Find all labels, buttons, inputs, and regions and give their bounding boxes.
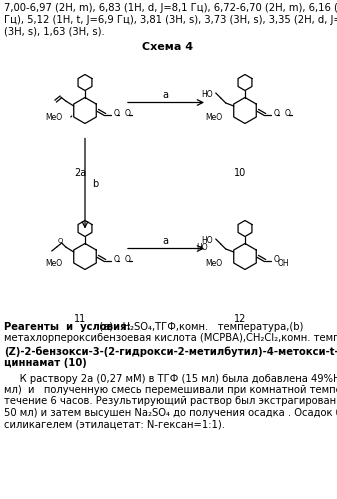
- Text: К раствору 2a (0,27 мМ) в ТГФ (15 мл) была добавлена 49%H₂SO₄ (10: К раствору 2a (0,27 мМ) в ТГФ (15 мл) бы…: [4, 373, 337, 384]
- Text: метахлорпероксибензоевая кислота (МСРВА),CH₂Cl₂,комн. температура: метахлорпероксибензоевая кислота (МСРВА)…: [4, 333, 337, 343]
- Text: 50 мл) и затем высушен Na₂SO₄ до получения осадка . Осадок был очищен: 50 мл) и затем высушен Na₂SO₄ до получен…: [4, 408, 337, 418]
- Text: HO: HO: [196, 243, 208, 251]
- Text: a: a: [162, 89, 168, 99]
- Text: O: O: [125, 109, 131, 118]
- Text: Схема 4: Схема 4: [143, 41, 193, 51]
- Text: O: O: [125, 255, 131, 264]
- Text: (3H, s), 1,63 (3H, s).: (3H, s), 1,63 (3H, s).: [4, 26, 105, 36]
- Text: 7,00-6,97 (2H, m), 6,83 (1H, d, J=8,1 Гц), 6,72-6,70 (2H, m), 6,16 (1H, d, J=12,: 7,00-6,97 (2H, m), 6,83 (1H, d, J=8,1 Гц…: [4, 3, 337, 13]
- Text: O: O: [285, 109, 291, 118]
- Text: O: O: [114, 109, 120, 118]
- Text: Гц), 5,12 (1H, t, J=6,9 Гц), 3,81 (3H, s), 3,73 (3H, s), 3,35 (2H, d, J=6,7 Гц),: Гц), 5,12 (1H, t, J=6,9 Гц), 3,81 (3H, s…: [4, 14, 337, 24]
- Text: MeO: MeO: [45, 258, 63, 267]
- Text: мл)  и   полученную смесь перемешивали при комнатной температуре в: мл) и полученную смесь перемешивали при …: [4, 385, 337, 395]
- Text: b: b: [92, 179, 98, 189]
- Text: 2a: 2a: [74, 168, 86, 178]
- Text: циннамат (10): циннамат (10): [4, 358, 87, 368]
- Text: 12: 12: [234, 313, 246, 323]
- Text: OH: OH: [278, 259, 289, 268]
- Text: O: O: [274, 255, 280, 264]
- Text: MeO: MeO: [45, 112, 63, 121]
- Text: O: O: [58, 238, 63, 244]
- Text: 10: 10: [234, 168, 246, 178]
- Text: Реагенты  и  условия:: Реагенты и условия:: [4, 321, 131, 331]
- Text: силикагелем (этилацетат: N-гексан=1:1).: силикагелем (этилацетат: N-гексан=1:1).: [4, 420, 225, 430]
- Text: a: a: [162, 236, 168, 246]
- Text: (Z)-2-бензокси-3-(2-гидрокси-2-метилбутил)-4-метокси-t-бутил: (Z)-2-бензокси-3-(2-гидрокси-2-метилбути…: [4, 346, 337, 357]
- Text: HO: HO: [201, 236, 213, 245]
- Text: (a)   H₂SO₄,ТГФ,комн.   температура,(b): (a) H₂SO₄,ТГФ,комн. температура,(b): [93, 321, 303, 331]
- Text: течение 6 часов. Результирующий раствор был экстрагирован CH₂Cl₂ (3 × на: течение 6 часов. Результирующий раствор …: [4, 397, 337, 407]
- Text: MeO: MeO: [206, 112, 223, 121]
- Text: O: O: [274, 109, 280, 118]
- Text: MeO: MeO: [206, 258, 223, 267]
- Text: HO: HO: [201, 89, 213, 98]
- Text: 11: 11: [74, 313, 86, 323]
- Text: O: O: [114, 255, 120, 264]
